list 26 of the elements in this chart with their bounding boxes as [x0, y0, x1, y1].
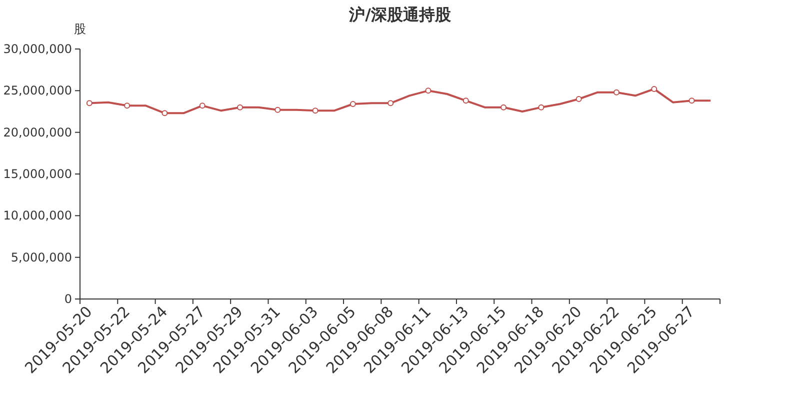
- y-tick-label: 5,000,000: [10, 250, 72, 264]
- point: [162, 110, 168, 116]
- point: [388, 100, 394, 106]
- point: [425, 88, 432, 94]
- point: [651, 86, 658, 92]
- point: [350, 101, 356, 107]
- point: [500, 104, 507, 110]
- y-tick-label: 25,000,000: [3, 84, 72, 98]
- point: [462, 98, 469, 104]
- y-axis-title: 股: [74, 22, 86, 36]
- y-tick-label: 10,000,000: [3, 208, 72, 223]
- y-tick-label: 0: [64, 292, 72, 306]
- point: [576, 96, 582, 102]
- point: [199, 102, 206, 109]
- point: [613, 89, 620, 96]
- y-tick-label: 30,000,000: [3, 42, 72, 56]
- y-tick-label: 15,000,000: [3, 167, 72, 181]
- y-tick-label: 20,000,000: [3, 125, 72, 140]
- point: [688, 98, 695, 104]
- point: [86, 100, 92, 106]
- chart-title: 沪/深股通持股: [348, 5, 452, 24]
- point: [124, 102, 130, 109]
- point: [237, 104, 243, 110]
- point: [538, 104, 544, 110]
- point: [312, 108, 318, 114]
- point: [274, 106, 281, 113]
